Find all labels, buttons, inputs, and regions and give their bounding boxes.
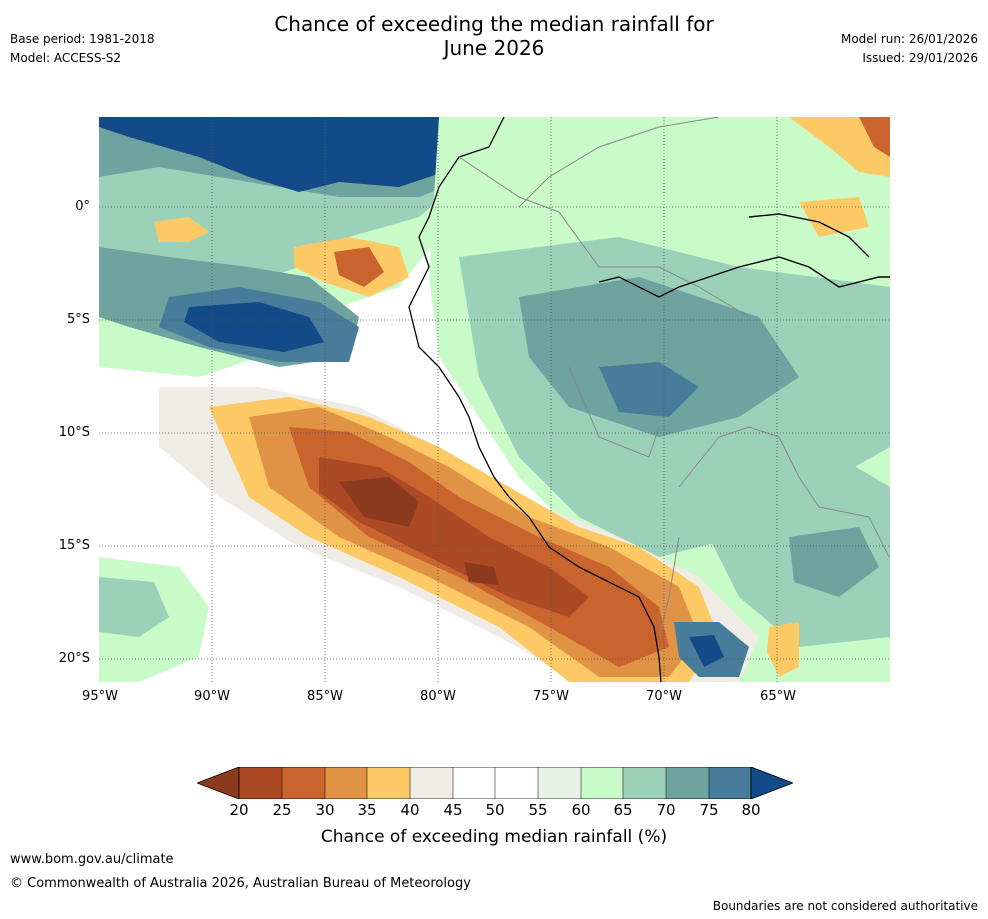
- land-north-dry: [789, 117, 890, 177]
- colorbar-tick: 80: [741, 801, 761, 819]
- lon-tick-70w: 70°W: [646, 689, 682, 704]
- colorbar-bin-35-40: [367, 767, 410, 799]
- lat-tick-0: 0°: [75, 199, 90, 214]
- dry-tongue-core: [339, 477, 419, 527]
- lon-tick-85w: 85°W: [307, 689, 343, 704]
- colorbar-bin-55-60: [538, 767, 581, 799]
- dry-patch-3s-core: [334, 247, 384, 287]
- lon-tick-95w: 95°W: [82, 689, 118, 704]
- colorbar-bin-40-45: [410, 767, 453, 799]
- land-dark: [599, 362, 699, 417]
- base-period-text: Base period: 1981-2018: [10, 32, 155, 46]
- colorbar-tick: 40: [400, 801, 420, 819]
- colorbar-tick: 20: [229, 801, 249, 819]
- colorbar-bin-25-30: [282, 767, 325, 799]
- colorbar-tick: 30: [315, 801, 335, 819]
- colorbar: [197, 767, 793, 799]
- south-wet-core: [689, 635, 724, 667]
- colorbar-tick: 70: [656, 801, 676, 819]
- colorbar-tick: 60: [571, 801, 591, 819]
- colorbar-bin-45-50: [453, 767, 495, 799]
- colorbar-bin-70-75: [666, 767, 709, 799]
- land-north-dry-core: [859, 117, 890, 157]
- colorbar-bin-60-65: [581, 767, 623, 799]
- issued-text: Issued: 29/01/2026: [862, 51, 978, 65]
- colorbar-bin-30-35: [325, 767, 367, 799]
- lon-tick-80w: 80°W: [420, 689, 456, 704]
- colorbar-tick: 65: [613, 801, 633, 819]
- lon-tick-65w: 65°W: [760, 689, 796, 704]
- land-mid: [519, 277, 799, 437]
- colorbar-tick: 45: [443, 801, 463, 819]
- colorbar-below-arrow: [197, 767, 240, 799]
- lat-tick-20s: 20°S: [58, 651, 90, 666]
- river-lines: [598, 213, 890, 298]
- lon-tick-90w: 90°W: [194, 689, 230, 704]
- footer-url[interactable]: www.bom.gov.au/climate: [10, 852, 174, 867]
- country-borders: [458, 117, 890, 638]
- colorbar-label: Chance of exceeding median rainfall (%): [320, 827, 668, 847]
- land-east-mid: [789, 527, 879, 597]
- colorbar-frame: [238, 767, 752, 799]
- model-run-text: Model run: 26/01/2026: [840, 32, 978, 46]
- model-text: Model: ACCESS-S2: [10, 51, 122, 65]
- colorbar-above-arrow: [750, 767, 793, 799]
- colorbar-tick: 75: [699, 801, 719, 819]
- footer-copyright: © Commonwealth of Australia 2026, Austra…: [10, 876, 471, 891]
- colorbar-bin-65-70: [623, 767, 666, 799]
- colorbar-tick: 35: [357, 801, 377, 819]
- colorbar-dividers: [281, 767, 710, 799]
- lat-tick-10s: 10°S: [58, 425, 90, 440]
- title-line-1: Chance of exceeding the median rainfall …: [274, 12, 714, 36]
- east-dry-patch: [767, 622, 799, 677]
- footer-disclaimer: Boundaries are not considered authoritat…: [712, 899, 978, 913]
- sw-ocean-teal: [99, 577, 169, 637]
- north-wet-core: [99, 117, 459, 192]
- galapagos-dry: [154, 217, 209, 242]
- lat-tick-15s: 15°S: [58, 538, 90, 553]
- rainfall-map: [99, 117, 890, 682]
- colorbar-tick: 25: [272, 801, 292, 819]
- lat-tick-5s: 5°S: [66, 312, 90, 327]
- graticule: [99, 117, 890, 682]
- colorbar-bin-75-80: [709, 767, 751, 799]
- dry-tongue-core-2: [464, 562, 499, 585]
- coastline: [408, 117, 662, 682]
- page-title: Chance of exceeding the median rainfall …: [0, 12, 988, 60]
- lon-tick-75w: 75°W: [533, 689, 569, 704]
- colorbar-bin-50-55: [495, 767, 538, 799]
- title-line-2: June 2026: [443, 36, 545, 60]
- colorbar-tick: 50: [485, 801, 505, 819]
- ocean-wet-blob-core: [184, 302, 324, 352]
- colorbar-tick: 55: [528, 801, 548, 819]
- colorbar-bin-20-25: [239, 767, 282, 799]
